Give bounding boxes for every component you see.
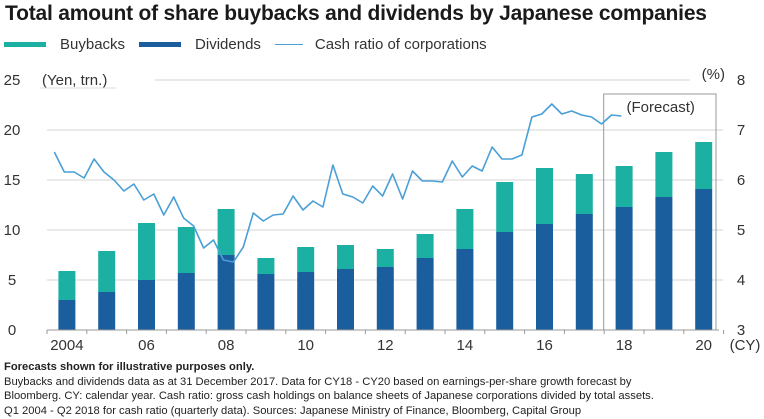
footnote-line-2: Bloomberg. CY: calendar year. Cash ratio… [4,390,654,403]
bar-dividends-2015 [496,232,514,330]
bar-dividends-2011 [337,269,354,330]
x-tick-label: 2004 [50,337,83,354]
bar-dividends-2018 [615,207,633,330]
y-tick-label: 5 [8,272,16,289]
legend-swatch-cash-ratio [274,43,303,46]
x-tick-label: 06 [138,337,155,354]
y2-tick-label: 4 [737,272,745,289]
bar-buybacks-2008 [217,209,235,255]
footnote-line-1: Buybacks and dividends data as at 31 Dec… [4,375,632,388]
bar-dividends-2020 [695,189,713,330]
footnote-disclaimer: Forecasts shown for illustrative purpose… [4,361,255,373]
y2-tick-label: 8 [737,72,745,89]
y2-tick-label: 6 [737,172,745,189]
y-tick-label: 25 [4,72,21,89]
footnote-line-3: Q1 2004 - Q2 2018 for cash ratio (quarte… [4,404,582,417]
x-tick-label: 08 [218,337,235,354]
legend-item-cash-ratio: Cash ratio of corporations [274,36,487,53]
y2-tick-label: 7 [737,122,745,139]
y-tick-label: 0 [8,322,16,339]
bar-buybacks-2013 [416,234,434,258]
bar-dividends-2013 [416,258,434,330]
x-tick-label: 16 [536,337,553,354]
bar-dividends-2019 [655,197,673,330]
y-tick-label: 15 [4,172,21,189]
bar-dividends-2012 [376,267,394,330]
bar-buybacks-2017 [575,174,593,214]
legend-label-buybacks: Buybacks [60,36,126,53]
bar-buybacks-2016 [536,168,553,224]
bar-buybacks-2004 [58,271,76,300]
x-tick-label: 14 [457,337,474,354]
bar-dividends-2006 [138,280,155,330]
footnotes: Forecasts shown for illustrative purpose… [4,360,762,418]
bar-buybacks-2006 [138,223,155,280]
y-tick-label: 10 [4,222,21,239]
x-tick-label: 12 [377,337,394,354]
y2-axis-unit-label: (%) [702,66,725,83]
bar-dividends-2007 [177,273,195,330]
bar-dividends-2014 [456,249,474,330]
bar-buybacks-2012 [376,249,394,267]
x-tick-label: 10 [297,337,314,354]
bar-buybacks-2010 [297,247,315,272]
bar-buybacks-2007 [177,227,195,273]
y2-tick-label: 3 [737,322,745,339]
bar-dividends-2009 [257,274,275,330]
bar-buybacks-2005 [98,251,116,292]
bar-buybacks-2019 [655,152,673,197]
cash-ratio-line-group [53,103,622,263]
x-axis-unit-label: (CY) [730,337,761,354]
bar-buybacks-2020 [695,142,713,189]
x-tick-label: 18 [616,337,633,354]
axes: 0 3 5 4 10 5 15 6 20 7 25 8 (Yen, trn.) (%) 2004 06 08 10… [4,66,761,354]
chart-title: Total amount of share buybacks and divid… [5,2,707,25]
bar-dividends-2010 [297,272,315,330]
bars [58,142,713,330]
gridlines [47,79,723,281]
bar-buybacks-2015 [496,182,514,232]
bar-dividends-2004 [58,300,76,330]
legend-label-cash-ratio: Cash ratio of corporations [314,36,487,53]
legend-item-buybacks: Buybacks [4,36,125,53]
y-axis-unit-label: (Yen, trn.) [42,72,107,89]
bar-dividends-2017 [575,214,593,330]
legend-swatch-dividends [139,42,182,47]
legend: Buybacks Dividends Cash ratio of corpora… [4,36,501,53]
legend-item-dividends: Dividends [139,36,261,53]
bar-dividends-2005 [98,292,116,330]
y-tick-label: 20 [4,122,21,139]
cash-ratio-line [53,103,622,263]
forecast-label: (Forecast) [627,99,695,116]
y2-tick-label: 5 [737,222,745,239]
bar-dividends-2008 [217,255,235,330]
legend-label-dividends: Dividends [195,36,261,53]
bar-buybacks-2009 [257,258,275,274]
bar-buybacks-2014 [456,209,474,249]
bar-dividends-2016 [536,224,553,330]
bar-buybacks-2018 [615,166,633,207]
legend-swatch-buybacks [4,42,46,47]
x-tick-label: 20 [695,337,712,354]
chart-plot: (Forecast) 0 3 5 4 10 5 15 6 20 7 25 8 (Yen, trn.) (%… [4,66,761,354]
bar-buybacks-2011 [337,245,354,269]
